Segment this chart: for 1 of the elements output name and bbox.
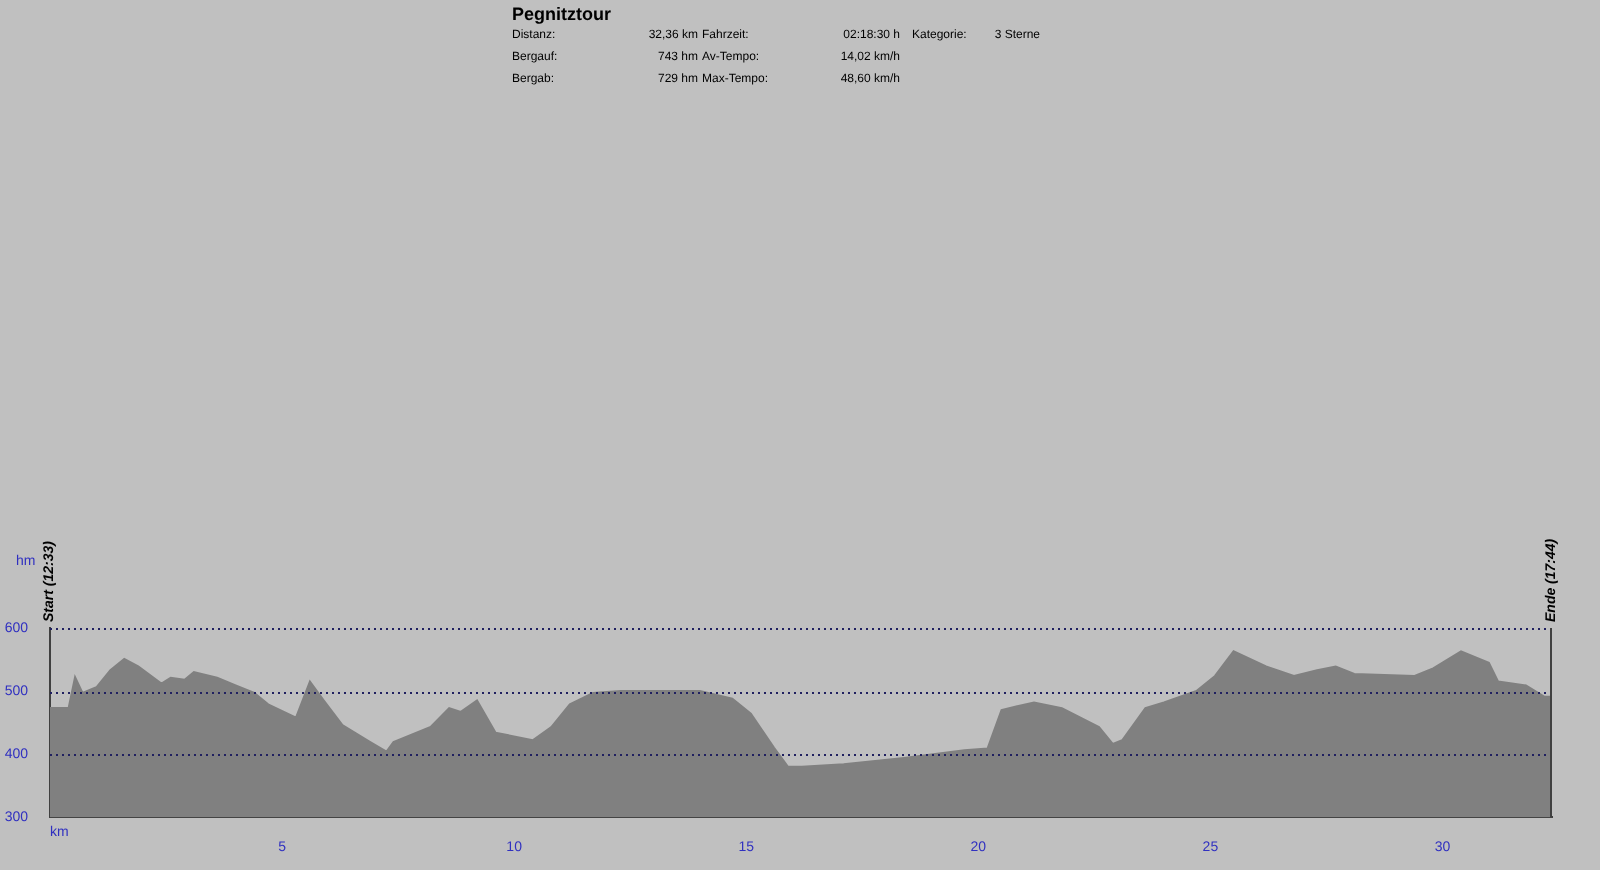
chart-title: Pegnitztour [512, 4, 611, 24]
